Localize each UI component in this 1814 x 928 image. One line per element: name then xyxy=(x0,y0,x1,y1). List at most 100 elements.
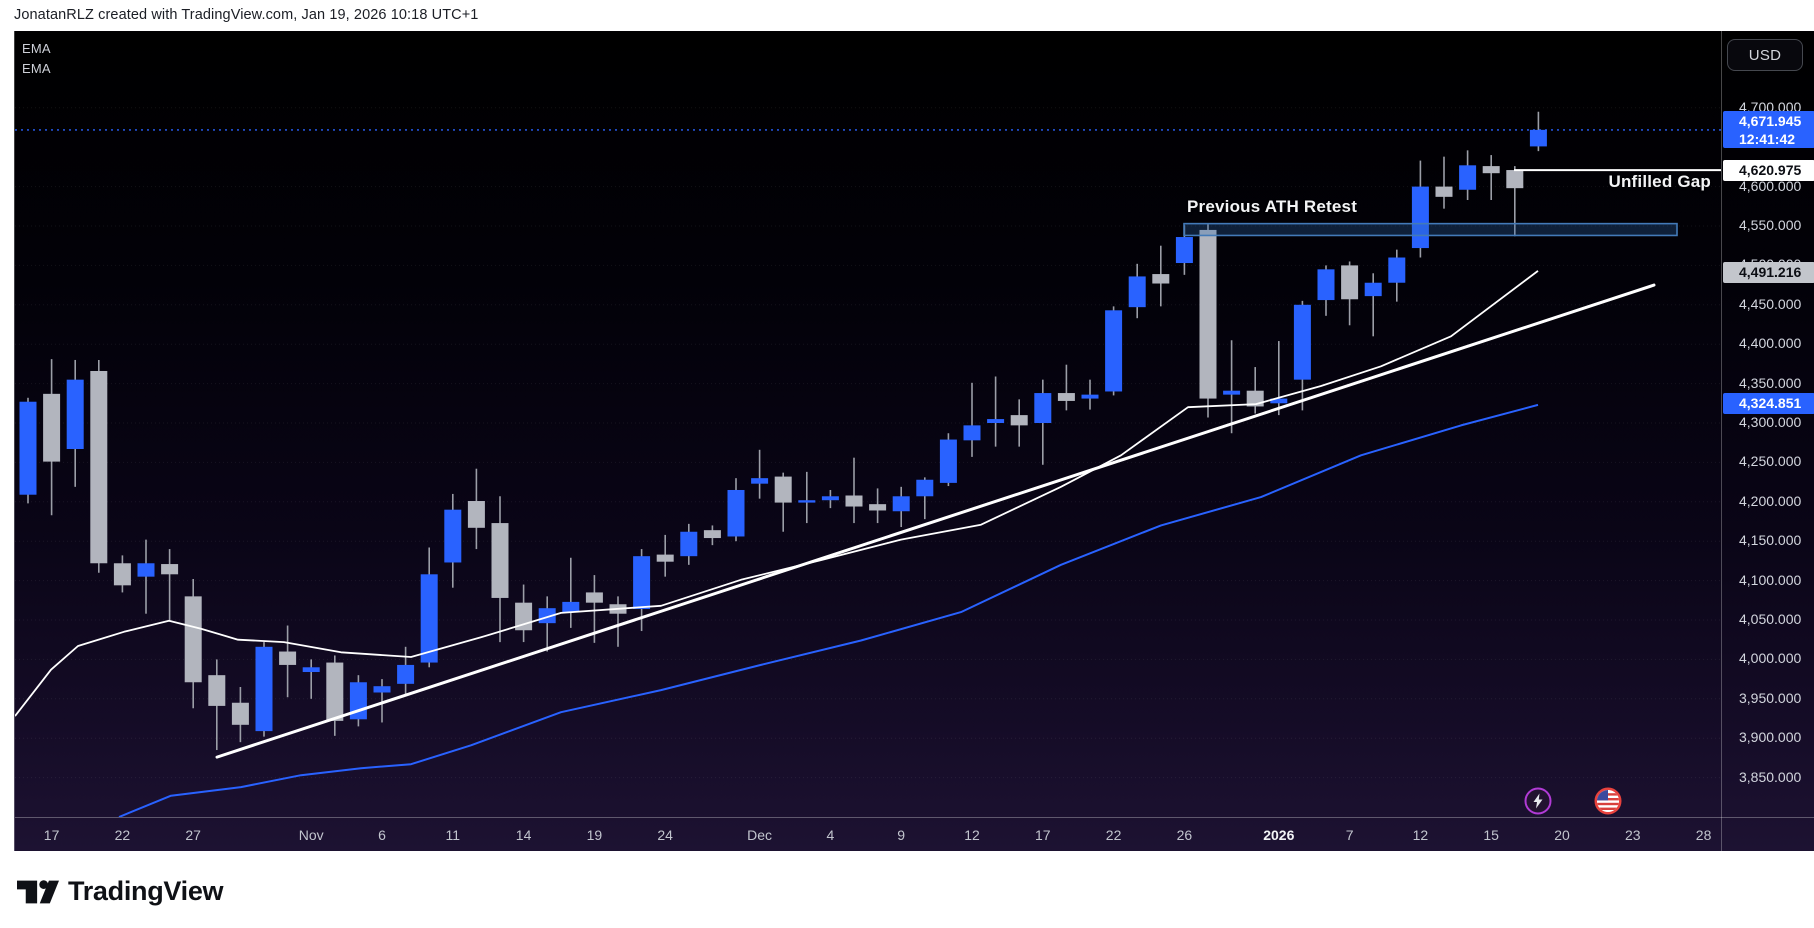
candle-body-nov-19 xyxy=(585,592,603,603)
candle-body-oct-22 xyxy=(113,563,131,586)
time-tick-22: 22 xyxy=(1105,827,1122,843)
candle-body-oct-17 xyxy=(43,393,61,462)
price-tick-4050: 4,050.000 xyxy=(1739,611,1802,627)
candle-body-nov-26 xyxy=(703,530,721,539)
candle-body-nov-13 xyxy=(491,523,509,598)
earnings-lightning-icon[interactable] xyxy=(1524,787,1552,815)
candle-body-jan-19 xyxy=(1529,129,1547,147)
candle-body-dec-30 xyxy=(1223,390,1241,395)
candle-body-nov-21 xyxy=(633,556,651,609)
candle-body-dec-4 xyxy=(821,496,839,501)
attribution-text: JonatanRLZ created with TradingView.com,… xyxy=(14,7,479,23)
time-tick-17: 17 xyxy=(1035,827,1051,843)
candle-body-oct-27 xyxy=(184,596,202,683)
candle-body-dec-29 xyxy=(1199,229,1217,399)
candle-body-nov-4 xyxy=(326,662,344,721)
last-price-badge: 4,671.945 12:41:42 xyxy=(1723,111,1814,149)
gap-price-badge: 4,620.975 xyxy=(1723,159,1814,181)
candle-body-jan-8 xyxy=(1364,282,1382,297)
plot-area[interactable]: EMA EMA Previous ATH Retest Unfilled Gap xyxy=(15,31,1721,817)
tradingview-logo-text: TradingView xyxy=(68,876,224,906)
price-tick-4000: 4,000.000 xyxy=(1739,650,1802,667)
time-tick-2026: 2026 xyxy=(1263,827,1295,843)
annotation-previous-ath-retest[interactable]: Previous ATH Retest xyxy=(1187,197,1358,216)
price-tick-4700: 4,700.000 xyxy=(1739,98,1802,115)
candle-body-nov-18 xyxy=(562,601,580,613)
price-tick-4200: 4,200.000 xyxy=(1739,492,1802,509)
currency-toggle-button[interactable]: USD xyxy=(1727,39,1803,71)
annotation-unfilled-gap[interactable]: Unfilled Gap xyxy=(1608,172,1711,191)
candle-body-oct-29 xyxy=(231,702,249,725)
candle-body-nov-12 xyxy=(467,501,485,528)
time-tick-7: 7 xyxy=(1345,827,1354,843)
candle-body-dec-24 xyxy=(1152,274,1170,284)
candle-body-oct-28 xyxy=(208,675,226,706)
candle-body-oct-30 xyxy=(255,646,273,732)
candlestick-series xyxy=(19,111,1547,751)
tradingview-logo[interactable]: TradingView xyxy=(17,876,224,907)
candle-body-nov-24 xyxy=(656,554,674,562)
candle-body-nov-3 xyxy=(302,667,320,673)
candle-body-dec-17 xyxy=(1034,393,1052,423)
ema-fast-price-badge: 4,491.216 xyxy=(1723,261,1814,283)
candle-body-dec-11 xyxy=(939,439,957,483)
candle-body-oct-24 xyxy=(161,564,179,575)
price-tick-4250: 4,250.000 xyxy=(1739,453,1802,470)
candle-body-dec-15 xyxy=(987,419,1005,423)
time-tick-12: 12 xyxy=(964,827,980,843)
candle-body-nov-11 xyxy=(444,509,462,563)
trendline-drawing[interactable] xyxy=(215,283,1656,759)
time-tick-19: 19 xyxy=(586,827,603,843)
time-tick-20: 20 xyxy=(1554,827,1570,843)
candle-body-dec-9 xyxy=(892,496,910,512)
time-tick-15: 15 xyxy=(1483,827,1499,843)
candle-body-dec-2 xyxy=(774,476,792,503)
price-tick-4350: 4,350.000 xyxy=(1739,374,1802,391)
price-tick-3850: 3,850.000 xyxy=(1739,768,1802,785)
ath-retest-zone[interactable] xyxy=(1183,222,1678,237)
us-flag-event-icon[interactable] xyxy=(1594,787,1622,815)
price-tick-4450: 4,450.000 xyxy=(1739,295,1802,312)
indicator-legend: EMA EMA xyxy=(22,39,51,79)
footer: TradingView xyxy=(0,851,1814,928)
time-tick-22: 22 xyxy=(114,827,131,843)
time-tick-14: 14 xyxy=(515,827,532,843)
indicator-label-ema-slow[interactable]: EMA xyxy=(22,61,51,76)
candle-body-dec-10 xyxy=(916,479,934,497)
tradingview-logo-icon xyxy=(17,879,59,903)
candle-body-dec-3 xyxy=(798,500,816,503)
price-tick-4100: 4,100.000 xyxy=(1739,571,1802,588)
candle-body-dec-22 xyxy=(1105,310,1123,392)
candlestick-chart[interactable] xyxy=(15,31,1721,817)
chart-panel: EMA EMA Previous ATH Retest Unfilled Gap xyxy=(14,31,1814,851)
time-tick-24: 24 xyxy=(657,827,673,843)
candle-body-dec-5 xyxy=(845,495,863,507)
time-tick-27: 27 xyxy=(185,827,201,843)
time-tick-28: 28 xyxy=(1695,827,1712,843)
ema-slow-line xyxy=(118,403,1539,817)
price-tick-4300: 4,300.000 xyxy=(1739,414,1802,430)
time-tick-11: 11 xyxy=(445,827,461,843)
candle-body-oct-21 xyxy=(90,370,108,564)
candle-body-jan-12 xyxy=(1411,186,1429,249)
candle-body-dec-16 xyxy=(1010,415,1028,426)
time-tick-17: 17 xyxy=(43,827,60,843)
price-tick-4600: 4,600.000 xyxy=(1739,177,1802,194)
candle-body-jan-9 xyxy=(1388,257,1406,283)
candle-body-nov-6 xyxy=(373,686,391,693)
candle-body-oct-16 xyxy=(19,401,37,495)
candle-body-jan-2 xyxy=(1270,398,1288,404)
time-axis[interactable]: 17 22 27 Nov 6 11 14 19 24 Dec 4 9 12 17 22 26 2026 7 12 15… xyxy=(15,817,1814,851)
candle-body-dec-23 xyxy=(1128,276,1146,308)
price-axis[interactable]: USD 4,700.0004,600.0004,550.0004,500.000… xyxy=(1721,31,1814,851)
indicator-label-ema-fast[interactable]: EMA xyxy=(22,41,51,56)
time-tick-4: 4 xyxy=(826,827,835,843)
time-tick-9: 9 xyxy=(897,827,906,843)
candle-body-nov-7 xyxy=(397,664,415,684)
price-tick-3900: 3,900.000 xyxy=(1739,729,1802,746)
ema-slow-price-badge: 4,324.851 xyxy=(1723,392,1814,414)
candle-body-nov-10 xyxy=(420,574,438,663)
countdown-timer: 12:41:42 xyxy=(1739,131,1796,148)
candle-body-oct-31 xyxy=(279,651,297,665)
time-tick-26: 26 xyxy=(1176,827,1193,843)
